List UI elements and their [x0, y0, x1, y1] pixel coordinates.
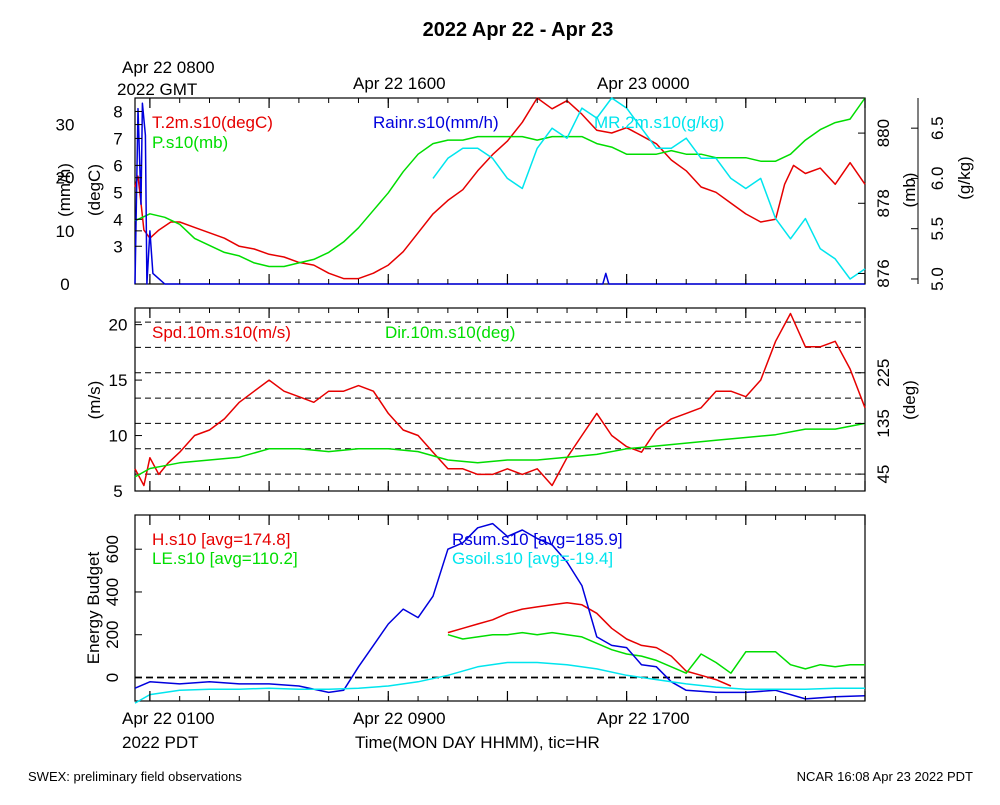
rain-axis-tick-label: 10: [56, 222, 75, 241]
top-time-label-1: Apr 22 1600: [353, 74, 446, 93]
speed-axis-tick-label: 15: [109, 371, 128, 390]
footer-left: SWEX: preliminary field observations: [28, 769, 242, 784]
direction-axis-tick-label: 225: [874, 359, 893, 387]
bottom-time-label-2: Apr 22 1700: [597, 709, 690, 728]
pressure-axis-tick-label: 880: [874, 119, 893, 147]
mixing-ratio-axis-label: (g/kg): [955, 156, 974, 199]
series-line-p-s10-mb: [134, 97, 866, 268]
mixing-ratio-axis-tick-label: 6.5: [928, 116, 947, 140]
bottom-year-label: 2022 PDT: [122, 733, 199, 752]
chart-title: 2022 Apr 22 - Apr 23: [423, 19, 614, 41]
legend-latent-heat: LE.s10 [avg=110.2]: [152, 549, 298, 568]
top-year-label: 2022 GMT: [117, 80, 197, 99]
wind-direction-gridlines: [135, 321, 865, 475]
energy-axis-tick-label: 400: [103, 578, 122, 606]
energy-axis-tick-label: 200: [103, 621, 122, 649]
legend-net-radiation: Rsum.s10 [avg=185.9]: [452, 530, 623, 549]
series-line-rsum-s10-avg-185-9: [134, 522, 866, 700]
series-line-le-s10-avg-110-2: [447, 631, 865, 674]
energy-panel-frame: [134, 514, 866, 702]
speed-axis-tick-label: 5: [113, 482, 122, 501]
temp-axis-tick-label: 5: [113, 183, 122, 202]
temp-axis-tick-label: 6: [113, 156, 122, 175]
temp-axis-tick-label: 4: [113, 210, 122, 229]
temp-axis-label: (degC): [85, 164, 104, 216]
top-time-label-2: Apr 23 0000: [597, 74, 690, 93]
series-line-gsoil-s10-avg-19-4: [134, 661, 865, 704]
legend-temperature: T.2m.s10(degC): [152, 113, 273, 132]
legend-rain-rate: Rainr.s10(mm/h): [373, 113, 499, 132]
wind-series-group: [134, 312, 866, 487]
rain-axis-label: (mm/h): [55, 163, 74, 217]
energy-axes-group: 0 200 400 600: [103, 515, 866, 701]
temp-axis-tick-label: 7: [113, 129, 122, 148]
top-time-label-0: Apr 22 0800: [122, 58, 215, 77]
direction-axis-label: (deg): [900, 380, 919, 420]
rain-axis-tick-label: 20: [56, 169, 75, 188]
speed-axis-tick-label: 20: [109, 316, 128, 335]
mixing-ratio-axis-tick-label: 5.0: [928, 267, 947, 291]
bottom-time-label-0: Apr 22 0100: [122, 709, 215, 728]
pressure-axis-tick-label: 876: [874, 259, 893, 287]
legend-wind-direction: Dir.10m.s10(deg): [385, 323, 515, 342]
energy-axis-tick-label: 600: [103, 535, 122, 563]
series-line-mr-2m-s10-g-kg: [432, 97, 866, 280]
wind-axes-group: 5 10 15 20 45 135 225: [109, 308, 893, 501]
energy-axis-tick-label: 0: [103, 673, 122, 682]
speed-axis-label: (m/s): [85, 381, 104, 420]
direction-axis-tick-label: 135: [874, 409, 893, 437]
legend-sensible-heat: H.s10 [avg=174.8]: [152, 530, 290, 549]
series-line-t-2m-s10-degc: [134, 97, 866, 280]
meteorology-axes-group: 0 10 20 30 3 4 5 6 7 8 876 878 880 5.0 5.5 6.0 6.5: [56, 98, 947, 294]
rain-axis-tick-label: 0: [60, 275, 69, 294]
footer-right: NCAR 16:08 Apr 23 2022 PDT: [797, 769, 973, 784]
pressure-axis-tick-label: 878: [874, 189, 893, 217]
series-line-dir-10m-s10-deg: [134, 422, 866, 478]
series-line-h-s10-avg-174-8: [447, 601, 732, 687]
legend-pressure: P.s10(mb): [152, 133, 228, 152]
direction-axis-tick-label: 45: [874, 465, 893, 484]
mixing-ratio-axis-tick-label: 6.0: [928, 167, 947, 191]
x-axis-title: Time(MON DAY HHMM), tic=HR: [355, 733, 600, 752]
rain-axis-tick-label: 30: [56, 116, 75, 135]
energy-series-group: [134, 522, 866, 704]
series-line-spd-10m-s10-m-s: [134, 312, 866, 487]
speed-axis-tick-label: 10: [109, 427, 128, 446]
bottom-time-label-1: Apr 22 0900: [353, 709, 446, 728]
legend-mixing-ratio: MR.2m.s10(g/kg): [594, 113, 724, 132]
legend-wind-speed: Spd.10m.s10(m/s): [152, 323, 291, 342]
wind-panel-frame: [134, 307, 866, 492]
mixing-ratio-axis-tick-label: 5.5: [928, 217, 947, 241]
legend-soil-heat: Gsoil.s10 [avg=-19.4]: [452, 549, 613, 568]
temp-axis-tick-label: 8: [113, 103, 122, 122]
energy-axis-label: Energy Budget: [84, 551, 103, 664]
temp-axis-tick-label: 3: [113, 237, 122, 256]
pressure-axis-label: (mb): [900, 173, 919, 208]
